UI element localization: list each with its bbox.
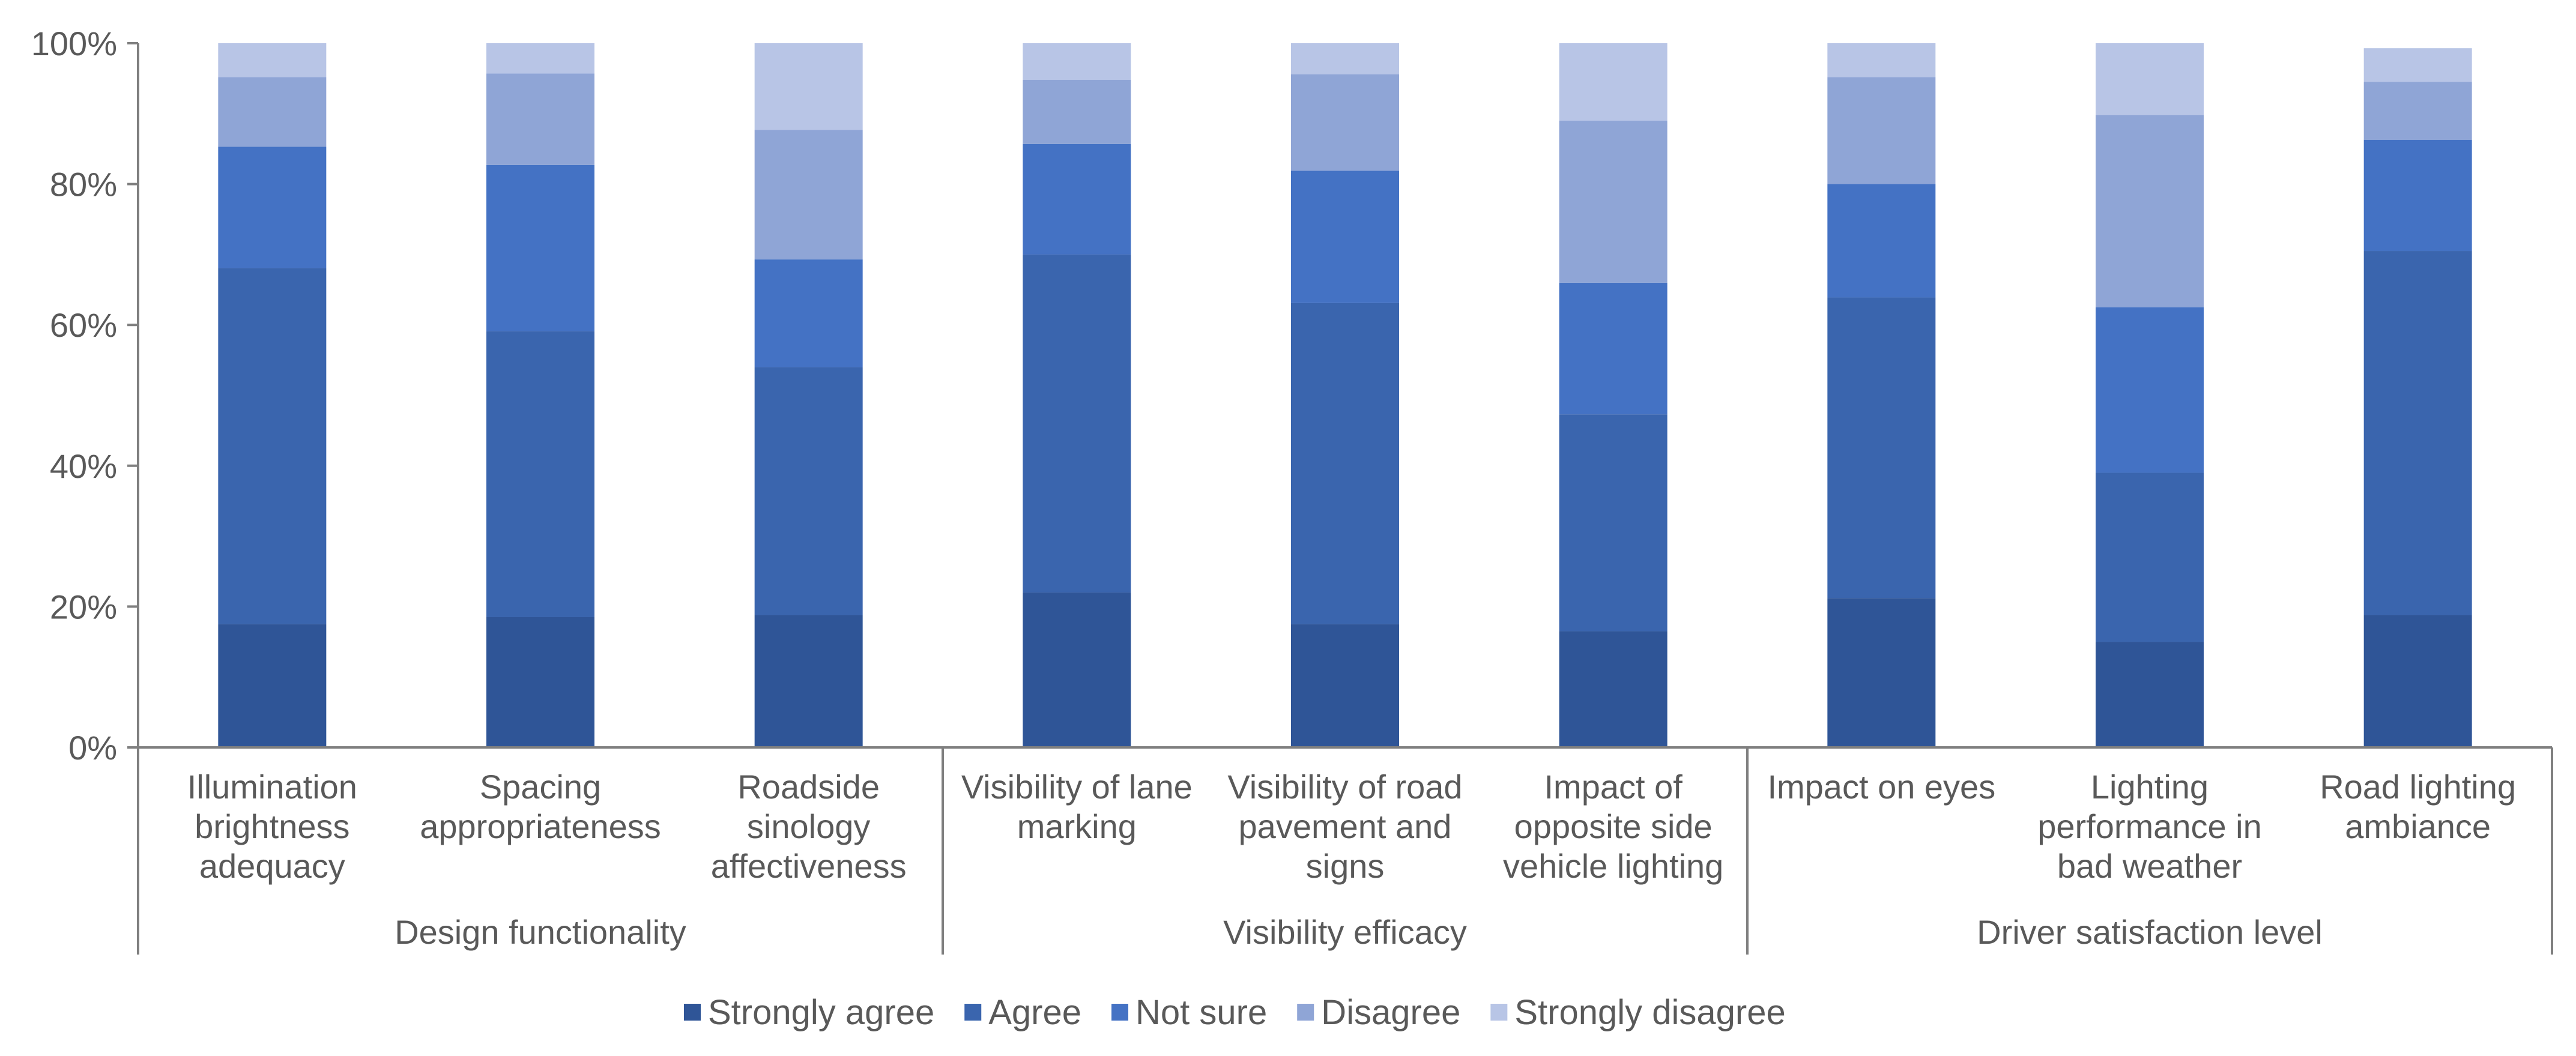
bar-not-sure xyxy=(1827,184,1936,298)
bar-disagree xyxy=(1291,74,1399,171)
legend-swatch xyxy=(1111,1004,1129,1021)
bar-agree xyxy=(218,268,327,624)
x-category-label: Impact on eyes xyxy=(1767,768,1995,806)
bars xyxy=(218,43,2472,747)
bar-disagree xyxy=(754,130,863,260)
x-category-label: Visibility of road xyxy=(1227,768,1462,806)
y-tick-label: 60% xyxy=(50,306,117,344)
bar-agree xyxy=(2096,472,2204,642)
bar-agree xyxy=(754,367,863,615)
legend-swatch xyxy=(684,1004,701,1021)
x-category-label: affectiveness xyxy=(711,847,907,885)
bar-agree xyxy=(1559,414,1667,632)
legend-swatch xyxy=(1297,1004,1314,1021)
y-tick-label: 100% xyxy=(31,25,117,62)
x-category-label: Lighting xyxy=(2091,768,2209,806)
x-group-label: Driver satisfaction level xyxy=(1977,913,2323,951)
bar-strongly-agree xyxy=(218,624,327,747)
x-category-label: sinology xyxy=(747,807,870,845)
bar-strongly-disagree xyxy=(754,43,863,130)
bar-agree xyxy=(1291,303,1399,624)
legend-label: Not sure xyxy=(1135,993,1267,1032)
legend-swatch xyxy=(964,1004,982,1021)
bar-disagree xyxy=(218,77,327,147)
x-category-label: bad weather xyxy=(2057,847,2242,885)
x-category-label: Impact of xyxy=(1544,768,1683,806)
x-category-label: performance in xyxy=(2037,807,2262,845)
bar-strongly-agree xyxy=(2096,642,2204,747)
bar-strongly-disagree xyxy=(1559,43,1667,121)
legend-label: Agree xyxy=(988,993,1081,1032)
x-group-label: Visibility efficacy xyxy=(1223,913,1467,951)
bar-not-sure xyxy=(218,146,327,268)
x-category-label: Illumination xyxy=(187,768,357,806)
bar-strongly-agree xyxy=(2363,615,2472,747)
x-category-label: Road lighting xyxy=(2320,768,2516,806)
bar-strongly-disagree xyxy=(1291,43,1399,74)
bar-disagree xyxy=(2096,115,2204,307)
x-category-label: brightness xyxy=(195,807,349,845)
legend-label: Disagree xyxy=(1321,993,1460,1032)
bar-agree xyxy=(1827,297,1936,599)
bar-strongly-disagree xyxy=(2096,43,2204,115)
x-category-label: opposite side xyxy=(1514,807,1713,845)
y-tick-label: 40% xyxy=(50,447,117,485)
bar-strongly-disagree xyxy=(1827,43,1936,77)
bar-agree xyxy=(1023,254,1131,593)
legend-swatch xyxy=(1490,1004,1508,1021)
bar-disagree xyxy=(1827,77,1936,184)
bar-agree xyxy=(2363,251,2472,615)
legend-label: Strongly agree xyxy=(708,993,934,1032)
bar-agree xyxy=(486,331,594,617)
x-category-label: pavement and xyxy=(1239,807,1452,845)
y-axis: 0% 20% 40% 60% 80% 100% xyxy=(31,25,139,767)
bar-strongly-disagree xyxy=(1023,43,1131,80)
bar-strongly-agree xyxy=(1023,592,1131,747)
bar-disagree xyxy=(486,73,594,165)
bar-not-sure xyxy=(486,164,594,331)
bar-not-sure xyxy=(2363,139,2472,252)
x-category-label: adequacy xyxy=(199,847,345,885)
bar-not-sure xyxy=(1023,143,1131,255)
bar-strongly-disagree xyxy=(486,43,594,74)
x-category-label: vehicle lighting xyxy=(1503,847,1723,885)
bar-not-sure xyxy=(754,259,863,367)
bar-strongly-agree xyxy=(1559,631,1667,747)
bar-disagree xyxy=(1559,121,1667,283)
x-category-label: marking xyxy=(1017,807,1137,845)
bar-disagree xyxy=(1023,79,1131,144)
bar-strongly-disagree xyxy=(2363,48,2472,82)
y-tick-label: 0% xyxy=(68,729,117,767)
x-category-label: Visibility of lane xyxy=(961,768,1193,806)
bar-strongly-disagree xyxy=(218,43,327,77)
x-category-label: signs xyxy=(1306,847,1385,885)
legend: Strongly agree Agree Not sure Disagree Stron… xyxy=(684,993,1786,1032)
x-category-label: Spacing xyxy=(480,768,601,806)
bar-strongly-agree xyxy=(754,615,863,747)
x-group-label: Design functionality xyxy=(395,913,686,951)
bar-strongly-agree xyxy=(1291,624,1399,747)
y-tick-label: 20% xyxy=(50,588,117,626)
legend-label: Strongly disagree xyxy=(1514,993,1785,1032)
y-tick-label: 80% xyxy=(50,166,117,204)
bar-not-sure xyxy=(1559,282,1667,415)
x-category-label: Roadside xyxy=(737,768,880,806)
bar-disagree xyxy=(2363,82,2472,140)
bar-not-sure xyxy=(2096,307,2204,473)
x-category-label: ambiance xyxy=(2345,807,2491,845)
bar-strongly-agree xyxy=(486,617,594,747)
bar-strongly-agree xyxy=(1827,598,1936,747)
bar-not-sure xyxy=(1291,170,1399,303)
x-category-label: appropriateness xyxy=(420,807,661,845)
